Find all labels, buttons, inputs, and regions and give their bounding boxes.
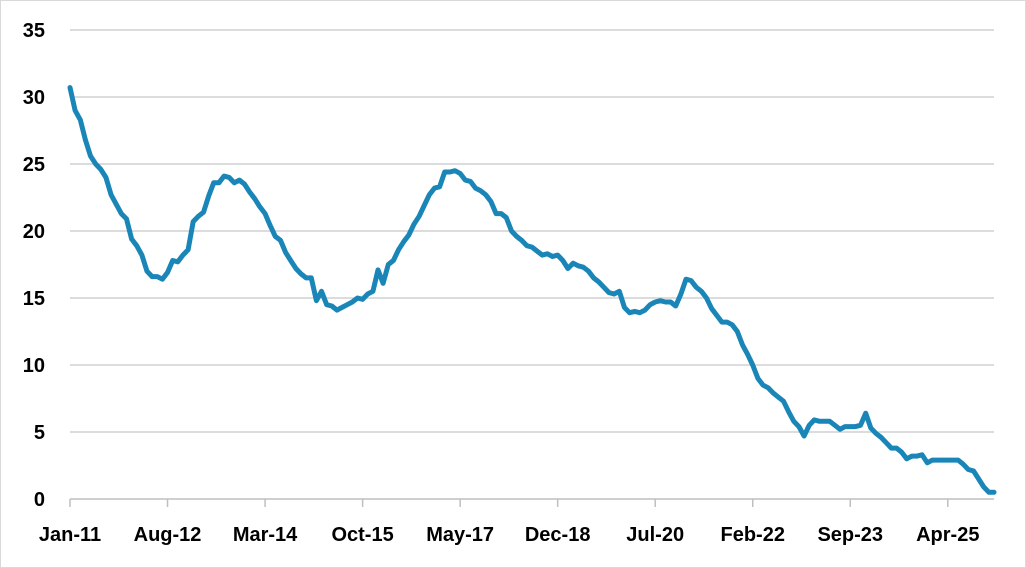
y-tick-label: 5 [34, 422, 45, 444]
y-tick-label: 15 [23, 288, 45, 310]
x-tick-label: Jan-11 [39, 524, 101, 546]
y-tick-label: 25 [23, 154, 45, 176]
x-tick-label: May-17 [426, 524, 494, 546]
x-tick-label: Feb-22 [720, 524, 784, 546]
y-tick-label: 0 [34, 489, 45, 511]
x-tick-label: Aug-12 [134, 524, 202, 546]
y-tick-label: 10 [23, 355, 45, 377]
x-tick-labels: Jan-11 Aug-12 Mar-14 Oct-15 May-17 Dec-18 Jul-… [39, 524, 980, 546]
y-tick-labels: 0 5 10 15 20 25 30 35 [23, 20, 45, 511]
y-tick-label: 20 [23, 221, 45, 243]
x-tick-label: Sep-23 [817, 524, 883, 546]
x-tick-label: Jul-20 [626, 524, 684, 546]
x-tick-label: Dec-18 [525, 524, 591, 546]
gridlines [70, 29, 994, 433]
x-axis [69, 498, 994, 507]
x-tick-label: Mar-14 [233, 524, 298, 546]
x-tick-label: Apr-25 [916, 524, 979, 546]
series-layer [67, 85, 997, 495]
y-tick-label: 35 [23, 20, 45, 42]
x-tick-label: Oct-15 [331, 524, 393, 546]
series-line-1 [67, 85, 997, 495]
y-tick-label: 30 [23, 87, 45, 109]
